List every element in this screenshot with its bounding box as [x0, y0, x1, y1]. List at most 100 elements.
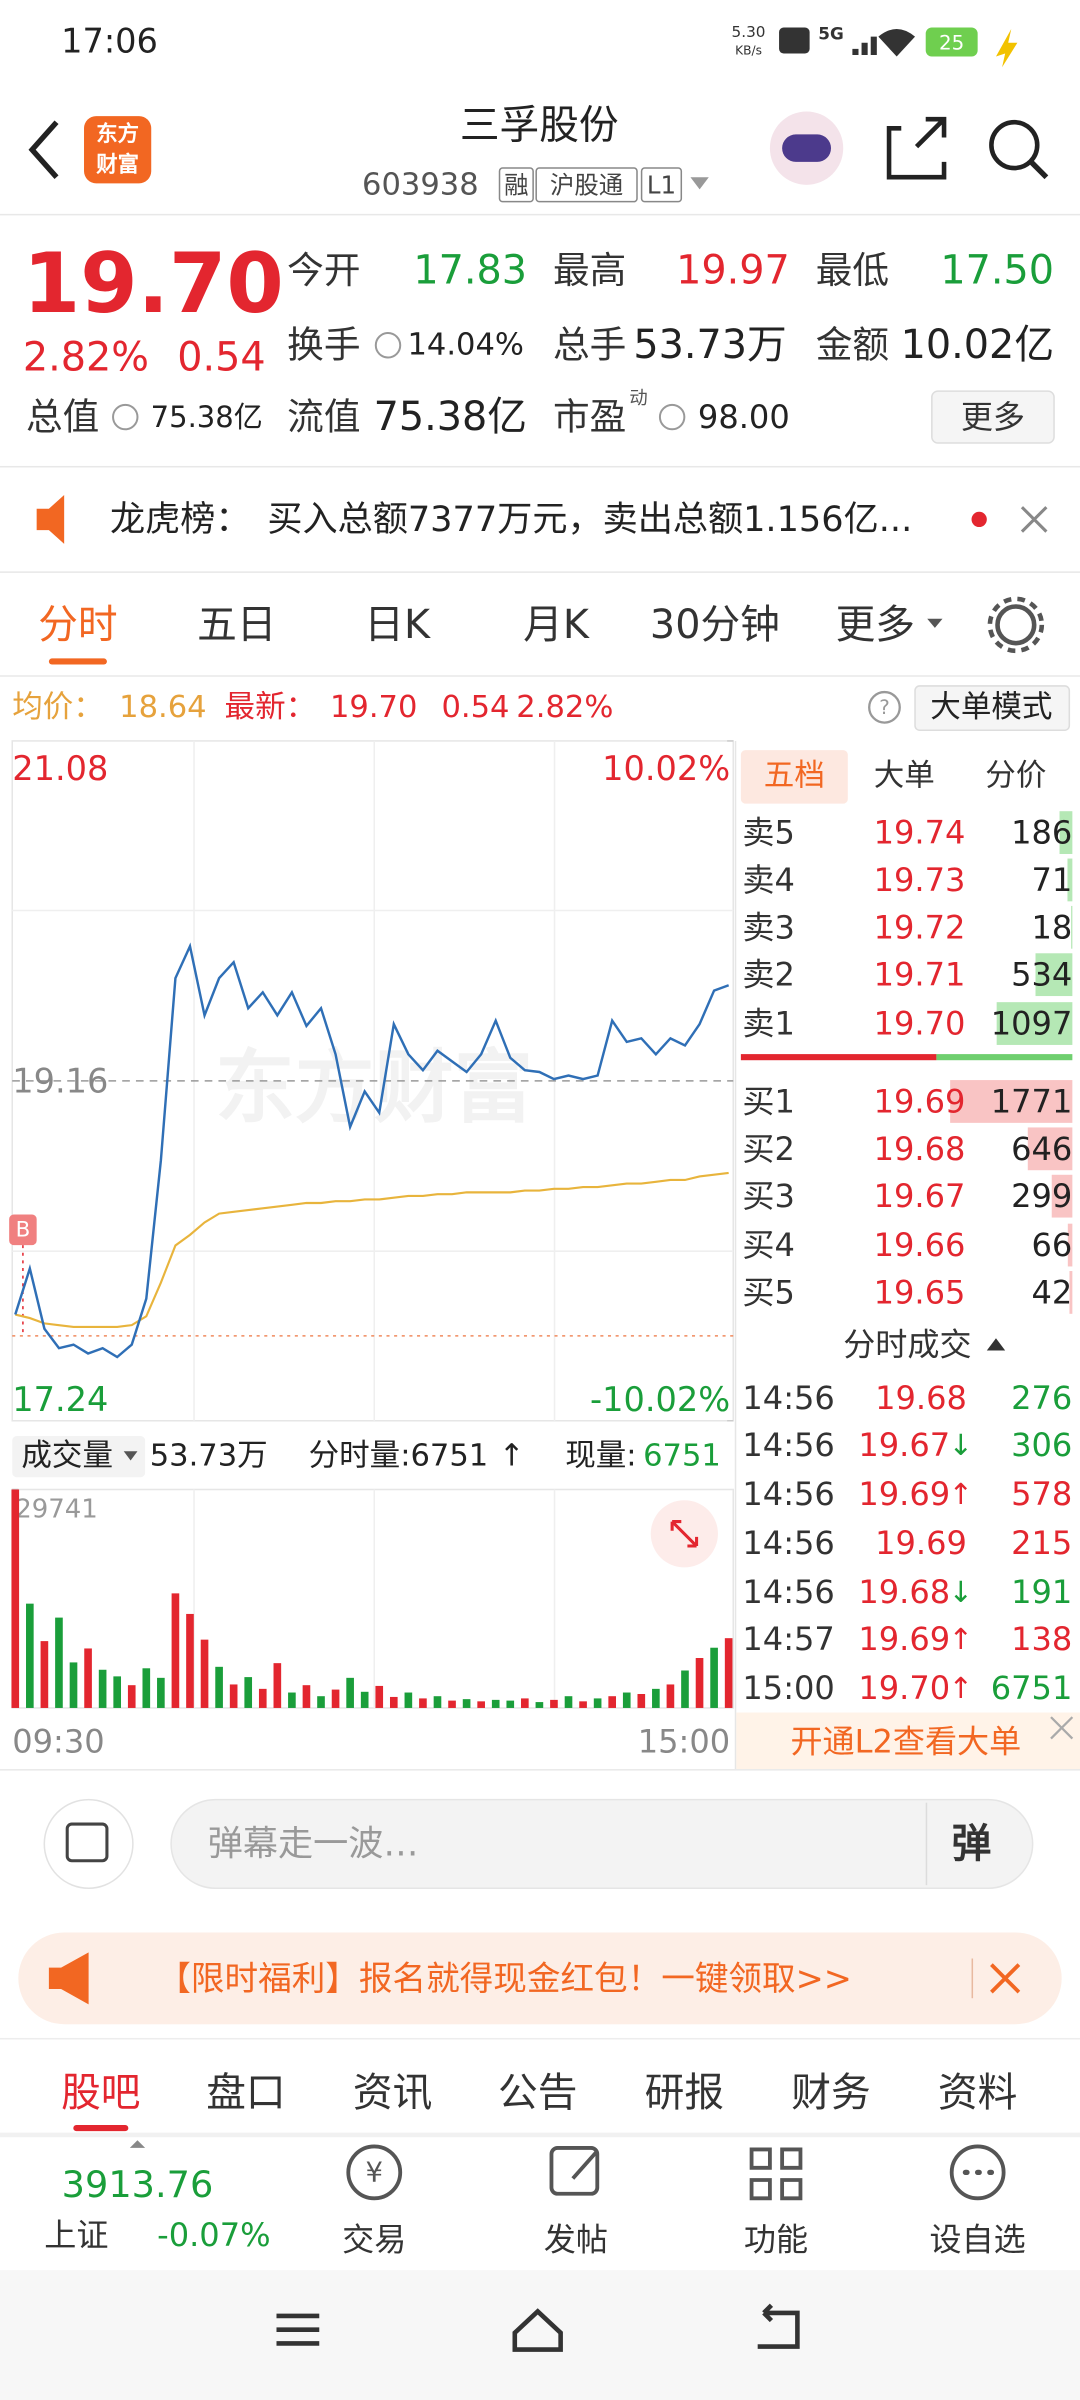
book-price: 19.67	[874, 1177, 966, 1215]
volume-bar	[84, 1648, 92, 1708]
active-book-tab[interactable]	[740, 750, 848, 804]
promo-banner[interactable]	[18, 1932, 1062, 2025]
stat-value: 17.83	[413, 247, 527, 293]
danmaku-button[interactable]: 弹	[952, 1821, 992, 1867]
section-tab[interactable]: 盘口	[206, 2070, 285, 2116]
stat-value: 17.50	[940, 247, 1054, 293]
more-label: 更多	[961, 398, 1025, 436]
comment-settings[interactable]	[43, 1798, 134, 1889]
volume-bar	[171, 1593, 180, 1708]
chart-tab[interactable]: 更多	[836, 602, 915, 648]
section-tab[interactable]: 资料	[938, 2070, 1017, 2116]
help-icon[interactable]	[868, 690, 901, 724]
nav-label[interactable]: 交易	[342, 2221, 406, 2259]
wifi-icon	[878, 29, 916, 57]
dropdown-icon[interactable]	[690, 177, 709, 190]
section-tab[interactable]: 资讯	[353, 2070, 432, 2116]
nav-label[interactable]: 发帖	[544, 2221, 608, 2259]
section-tab[interactable]: 研报	[645, 2070, 724, 2116]
charge-icon	[995, 29, 1018, 68]
stock-code: 603938	[362, 167, 479, 202]
book-volume: 42	[1032, 1273, 1073, 1311]
home-button[interactable]	[512, 2308, 563, 2352]
change: 0.54	[177, 334, 265, 380]
avg-label: 均价：	[12, 690, 104, 725]
volume-bar	[229, 1684, 238, 1708]
divider	[0, 2132, 1080, 2138]
comment-input[interactable]	[170, 1798, 1034, 1889]
section-tab[interactable]: 股吧	[61, 2070, 140, 2116]
volume-selector[interactable]	[12, 1436, 146, 1478]
back-button[interactable]	[28, 120, 59, 179]
promo-text: 【限时福利】报名就得现金红包！一键领取>>	[157, 1959, 852, 1998]
trade-icon[interactable]	[346, 2144, 403, 2201]
volume-bar	[244, 1677, 253, 1708]
nav-label[interactable]: 设自选	[930, 2221, 1026, 2259]
book-volume: 1097	[991, 1005, 1073, 1043]
buy-marker: B	[16, 1217, 31, 1242]
menu-button[interactable]	[276, 2313, 320, 2346]
depth-bar	[1067, 858, 1073, 902]
info-icon[interactable]	[658, 403, 686, 431]
hd-icon	[779, 27, 810, 54]
battery-level: 25	[939, 31, 964, 54]
volume-bar	[622, 1692, 631, 1708]
function-icon[interactable]	[749, 2147, 803, 2201]
volume-bar	[346, 1677, 354, 1708]
chart-tab[interactable]: 分时	[38, 602, 117, 648]
book-price: 19.65	[874, 1273, 966, 1311]
volume-grid	[193, 1489, 556, 1708]
megaphone-icon	[48, 1952, 89, 2005]
close-promo[interactable]	[990, 1963, 1021, 1994]
section-tab[interactable]: 财务	[791, 2070, 870, 2116]
index-value: 3913.76	[62, 2163, 214, 2206]
book-volume: 646	[1011, 1130, 1072, 1168]
net-unit: KB/s	[735, 43, 762, 57]
info-icon[interactable]	[374, 332, 402, 359]
chart-tab[interactable]: 五日	[197, 602, 276, 648]
divider	[0, 465, 1080, 468]
book-tab[interactable]: 分价	[985, 759, 1046, 794]
book-tab[interactable]: 大单	[874, 759, 935, 794]
close-l2[interactable]	[1050, 1716, 1074, 1740]
search-button[interactable]	[989, 119, 1040, 171]
mode-button[interactable]	[914, 685, 1071, 731]
chart-tab[interactable]: 30分钟	[650, 602, 780, 648]
y-tick-label: 19.16	[12, 1061, 108, 1100]
nav-label[interactable]: 功能	[744, 2221, 808, 2259]
stock-tag: L1	[647, 170, 676, 199]
chart-tab[interactable]: 月K	[523, 602, 590, 648]
l2-link[interactable]: 开通L2查看大单	[790, 1723, 1021, 1761]
stat-value: 75.38亿	[374, 394, 527, 440]
settings-button[interactable]	[995, 604, 1037, 646]
depth-bar	[950, 1080, 1073, 1123]
back-nav[interactable]	[757, 2303, 800, 2349]
time-label: 09:30	[12, 1723, 104, 1761]
stat-label: 流值	[287, 396, 360, 439]
stat-value: 10.02亿	[901, 322, 1054, 368]
y-tick-label: 17.24	[12, 1380, 108, 1419]
close-notice[interactable]	[1020, 506, 1048, 533]
yen-icon: ¥	[366, 2156, 383, 2188]
chart-tab[interactable]: 日K	[364, 602, 431, 648]
book-price: 19.72	[874, 908, 966, 946]
depth-bar	[1035, 953, 1073, 997]
book-tab[interactable]: 五档	[764, 759, 825, 794]
trade-time: 14:56	[742, 1573, 834, 1611]
last-change-pct: 2.82%	[516, 690, 613, 725]
watchlist-icon[interactable]	[949, 2144, 1006, 2201]
trade-volume: 306	[1011, 1426, 1072, 1464]
section-tab[interactable]: 公告	[498, 2070, 577, 2116]
volume-bar	[579, 1701, 587, 1708]
trade-price: 19.69	[875, 1524, 967, 1562]
trade-arrow: ↑	[949, 1622, 973, 1656]
speaker-icon	[36, 494, 65, 544]
l2-banner[interactable]	[736, 1712, 1080, 1770]
stock-tag: 融	[504, 170, 528, 199]
share-button[interactable]	[886, 116, 947, 180]
stat-label: 最高	[553, 249, 626, 292]
selector-arrow	[123, 1451, 138, 1461]
more-button[interactable]	[931, 390, 1055, 444]
info-icon[interactable]	[112, 403, 139, 431]
post-icon[interactable]	[549, 2146, 600, 2196]
